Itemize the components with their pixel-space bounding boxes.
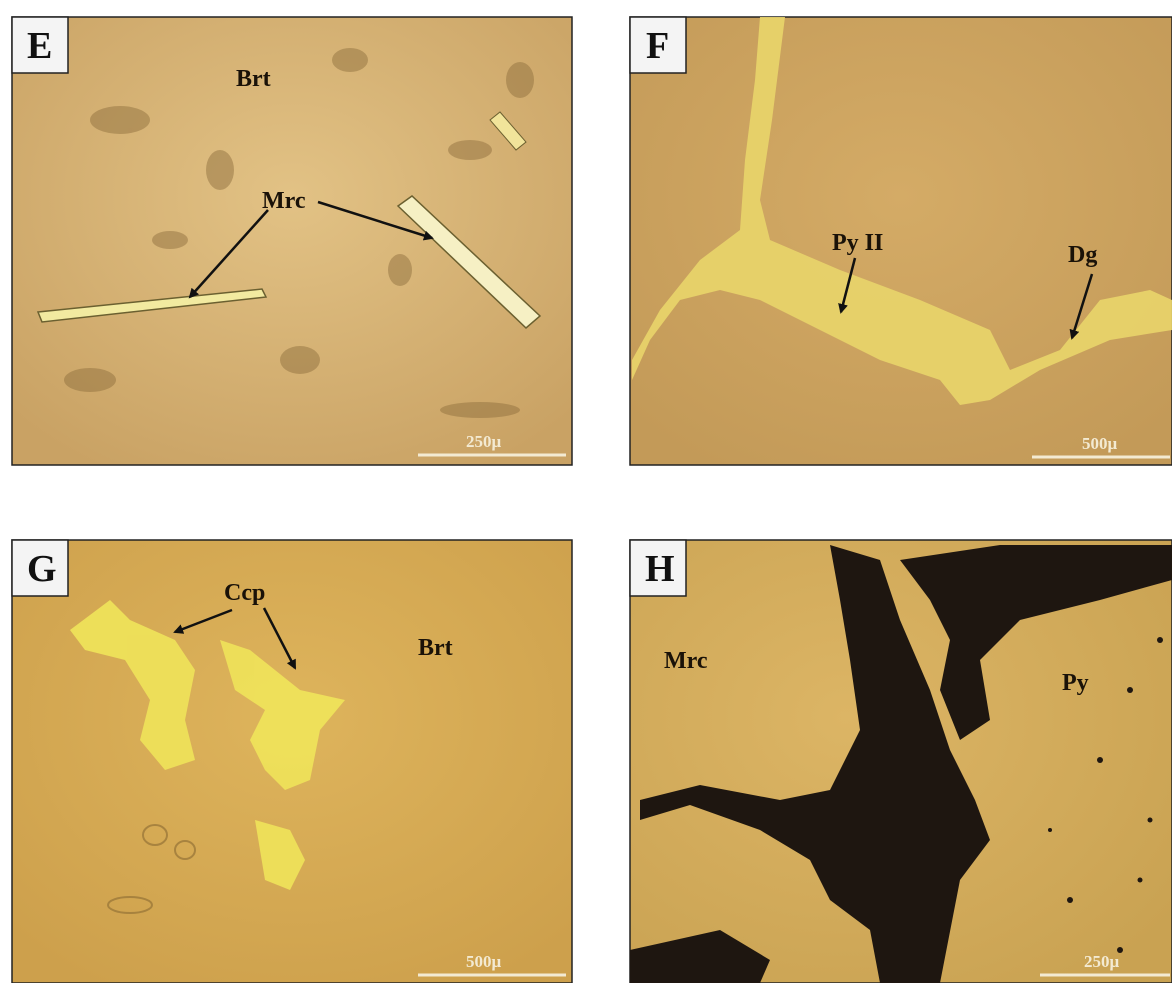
annotation: Brt	[236, 66, 271, 92]
panel-f: Py II Dg 500μ F	[630, 17, 1172, 465]
page: {"panels": [ {"label": "E", "annotations…	[0, 0, 1172, 983]
annotation: Dg	[1068, 242, 1097, 268]
scale-label: 250μ	[466, 432, 502, 451]
panel-label: E	[27, 25, 52, 67]
micrograph	[12, 17, 572, 465]
scale-label: 250μ	[1084, 952, 1120, 971]
scale-label: 500μ	[1082, 434, 1118, 453]
micrograph	[630, 17, 1172, 465]
panel-label: G	[27, 548, 57, 590]
panel-h: Mrc Py 250μ H	[630, 540, 1172, 983]
annotation: Ccp	[224, 580, 265, 606]
annotation: Mrc	[262, 188, 306, 214]
panel-g: Ccp Brt 500μ G	[12, 540, 572, 983]
annotation: Py	[1062, 670, 1089, 696]
annotation: Py II	[832, 230, 883, 256]
scale-label: 500μ	[466, 952, 502, 971]
panel-label: H	[645, 548, 675, 590]
panel-label: F	[646, 25, 669, 67]
figure: Brt Mrc 250μ E Py II Dg 500μ F Ccp Brt	[0, 0, 1172, 983]
annotation: Brt	[418, 635, 453, 661]
annotation: Mrc	[664, 648, 708, 674]
panel-e: Brt Mrc 250μ E	[12, 17, 572, 465]
